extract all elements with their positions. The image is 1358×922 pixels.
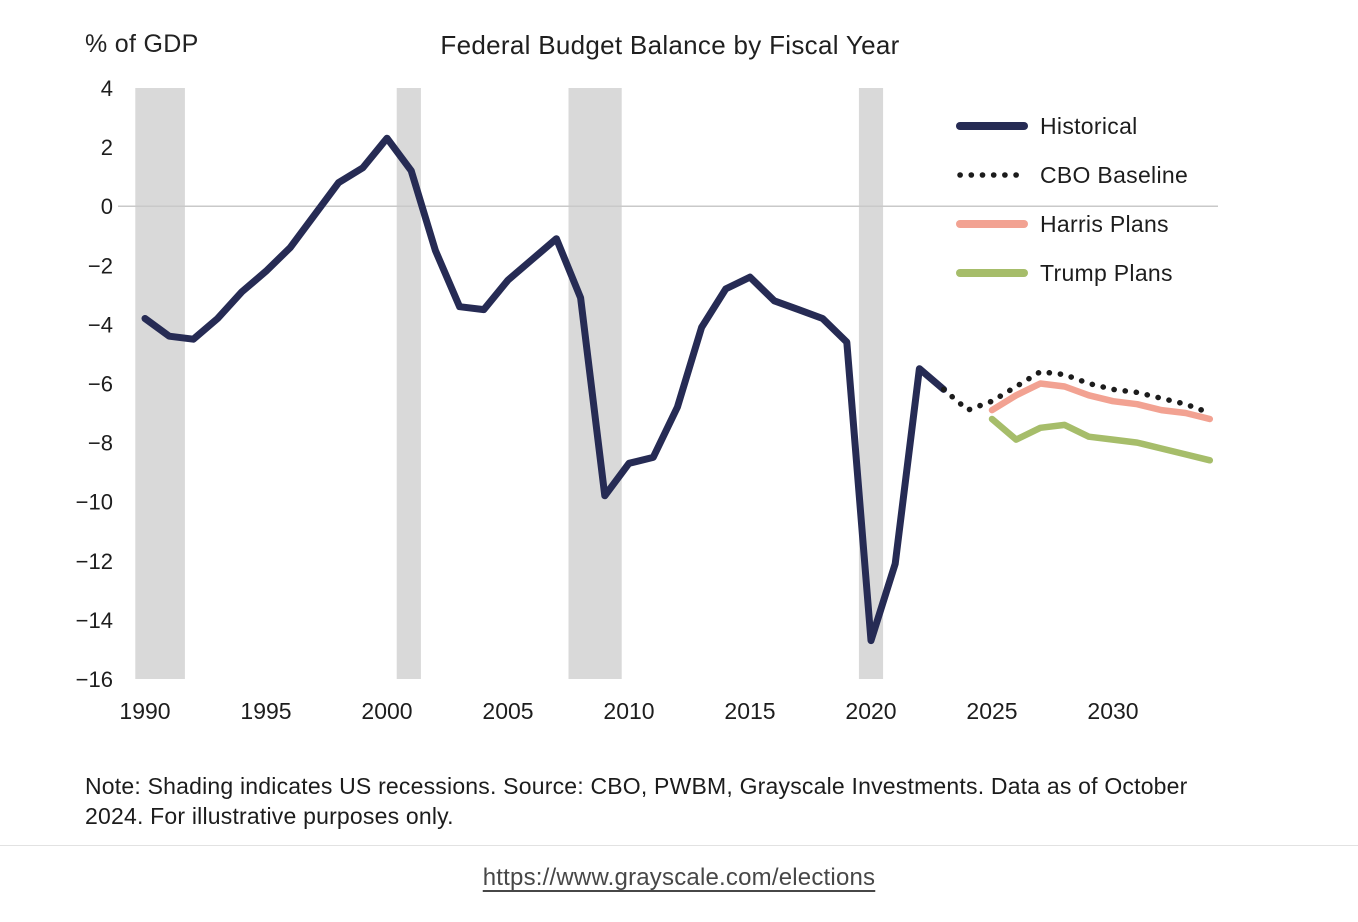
elections-link[interactable]: https://www.grayscale.com/elections <box>482 864 876 891</box>
y-tick-label: −12 <box>76 549 113 574</box>
legend-item-trump-plans: Trump Plans <box>956 259 1188 287</box>
legend-item-harris-plans: Harris Plans <box>956 210 1188 238</box>
y-tick-label: −16 <box>76 667 113 692</box>
x-tick-label: 2000 <box>361 698 412 724</box>
y-tick-label: −6 <box>88 372 113 397</box>
series-line-cbo-baseline <box>940 368 1213 416</box>
y-tick-label: 4 <box>101 76 113 101</box>
x-tick-label: 2020 <box>845 698 896 724</box>
series-line-historical <box>141 134 948 645</box>
x-tick-label: 2015 <box>724 698 775 724</box>
y-tick-label: −14 <box>76 608 113 633</box>
footer-divider <box>0 845 1358 846</box>
y-tick-label: −10 <box>76 490 113 515</box>
series-line-harris-plans <box>988 380 1214 423</box>
y-tick-label: −4 <box>88 312 113 337</box>
source-note: Note: Shading indicates US recessions. S… <box>85 773 1188 830</box>
recession-band <box>858 88 884 679</box>
legend-label: Historical <box>1040 112 1138 139</box>
y-axis-title: % of GDP <box>85 30 199 58</box>
recession-band <box>396 88 421 679</box>
y-tick-label: −8 <box>88 431 113 456</box>
y-tick-label: 0 <box>101 194 113 219</box>
recession-band <box>568 88 622 679</box>
legend-swatch-cbo-baseline <box>957 172 1027 178</box>
recession-band <box>135 88 185 679</box>
legend-item-cbo-baseline: CBO Baseline <box>956 161 1188 189</box>
footer-link-container: https://www.grayscale.com/elections <box>0 864 1358 892</box>
x-tick-label: 1995 <box>240 698 291 724</box>
y-tick-label: −2 <box>88 253 113 278</box>
legend: Historical CBO Baseline Harris Plans Trump … <box>956 112 1188 287</box>
legend-label: Harris Plans <box>1040 210 1169 237</box>
series-line-trump-plans <box>988 415 1214 464</box>
legend-label: Trump Plans <box>1040 259 1173 286</box>
legend-swatch-historical <box>956 122 1028 130</box>
x-tick-label: 2005 <box>482 698 533 724</box>
legend-swatch-trump-plans <box>956 269 1028 277</box>
x-tick-label: 2010 <box>603 698 654 724</box>
legend-label: CBO Baseline <box>1040 161 1189 188</box>
legend-swatch-harris-plans <box>956 220 1028 228</box>
y-tick-label: 2 <box>101 135 113 160</box>
chart-title: Federal Budget Balance by Fiscal Year <box>440 30 900 60</box>
x-tick-label: 1990 <box>119 698 170 724</box>
x-tick-label: 2030 <box>1087 698 1138 724</box>
legend-item-historical: Historical <box>956 112 1188 140</box>
x-tick-label: 2025 <box>966 698 1017 724</box>
